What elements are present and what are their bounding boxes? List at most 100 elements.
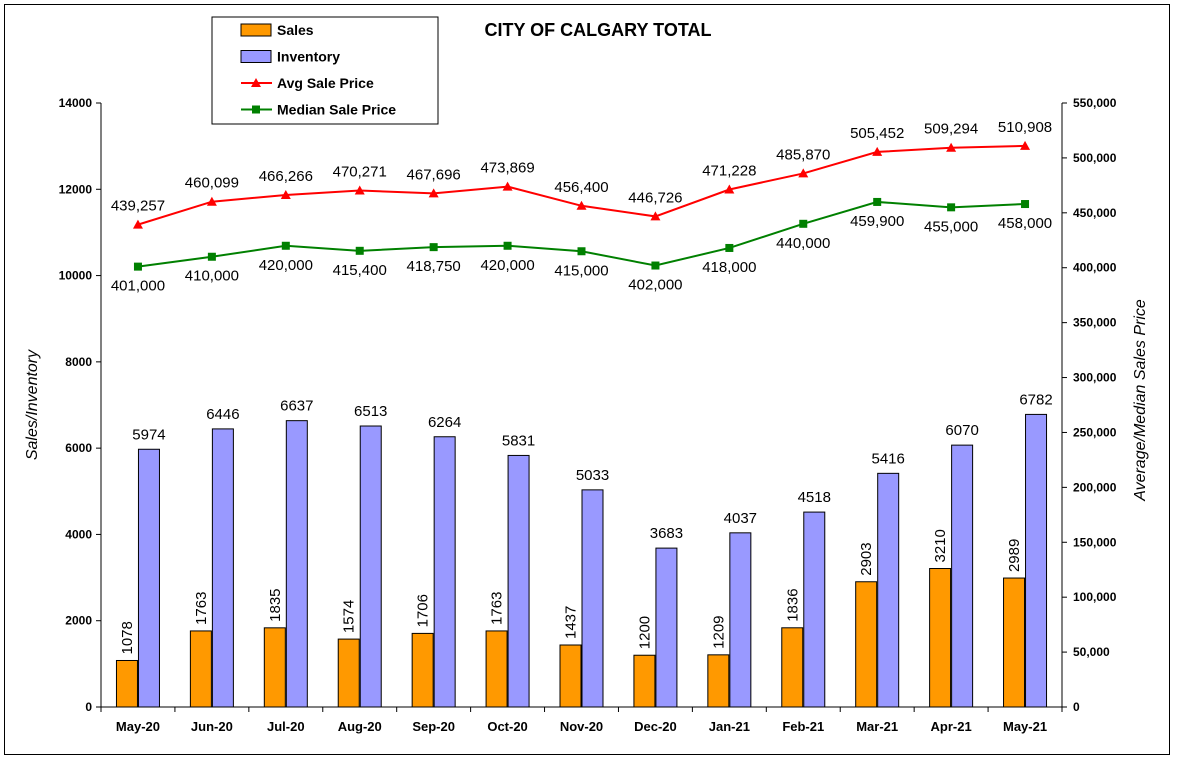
legend-swatch-inventory [240, 50, 272, 63]
data-label-median-sale-price: 440,000 [776, 235, 830, 252]
bar-sales [781, 627, 804, 708]
data-label-sales: 1574 [341, 600, 358, 633]
y2-tick-label: 400,000 [1073, 261, 1117, 275]
data-label-avg-sale-price: 467,696 [407, 166, 461, 183]
marker-median-sale-price [281, 241, 290, 250]
legend-label-sales: Sales [277, 22, 314, 38]
bar-inventory [803, 511, 826, 708]
data-label-avg-sale-price: 473,869 [480, 160, 534, 177]
bar-sales [633, 654, 656, 708]
marker-avg-sale-price [798, 168, 809, 178]
marker-avg-sale-price [1020, 140, 1031, 150]
data-label-sales: 1763 [489, 592, 506, 625]
legend-swatch-sales [240, 23, 272, 37]
marker-avg-sale-price [428, 188, 439, 198]
bar-sales [559, 644, 582, 708]
data-label-inventory: 6070 [945, 422, 978, 439]
bar-inventory [137, 448, 160, 708]
y-tick-label: 14000 [59, 96, 93, 110]
marker-median-sale-price [947, 203, 956, 212]
bar-inventory [729, 532, 752, 708]
data-label-inventory: 4037 [724, 510, 757, 527]
marker-avg-sale-price [724, 184, 735, 194]
x-tick-label: Jan-21 [709, 719, 750, 734]
data-label-avg-sale-price: 485,870 [776, 146, 830, 163]
data-label-sales: 1437 [563, 606, 580, 639]
data-label-avg-sale-price: 446,726 [628, 189, 682, 206]
x-tick-label: Sep-20 [412, 719, 455, 734]
y2-tick-label: 200,000 [1073, 480, 1117, 494]
bar-sales [337, 638, 360, 708]
bar-inventory [581, 489, 604, 708]
bar-sales [707, 654, 730, 708]
x-tick-label: May-20 [116, 719, 160, 734]
data-label-inventory: 5033 [576, 467, 609, 484]
marker-median-sale-price [577, 247, 586, 256]
marker-avg-sale-price [872, 146, 883, 156]
data-label-median-sale-price: 455,000 [924, 218, 978, 235]
bar-inventory [211, 428, 234, 708]
legend-label-median-sale-price: Median Sale Price [277, 102, 396, 118]
x-tick-label: Jul-20 [267, 719, 305, 734]
data-label-avg-sale-price: 439,257 [111, 198, 165, 215]
marker-avg-sale-price [502, 181, 513, 191]
x-tick-label: Jun-20 [191, 719, 233, 734]
x-tick-label: Dec-20 [634, 719, 677, 734]
marker-median-sale-price [1021, 200, 1030, 209]
data-label-median-sale-price: 410,000 [185, 268, 239, 285]
y2-tick-label: 550,000 [1073, 96, 1117, 110]
bar-sales [485, 630, 508, 708]
data-label-avg-sale-price: 466,266 [259, 168, 313, 185]
data-label-inventory: 6513 [354, 403, 387, 420]
data-label-median-sale-price: 401,000 [111, 278, 165, 295]
marker-avg-sale-price [280, 189, 291, 199]
data-label-avg-sale-price: 460,099 [185, 175, 239, 192]
y-tick-label: 2000 [65, 614, 92, 628]
y2-tick-label: 150,000 [1073, 535, 1117, 549]
y-tick-label: 8000 [65, 355, 92, 369]
data-label-sales: 1200 [636, 616, 653, 649]
bar-inventory [359, 425, 382, 708]
data-label-median-sale-price: 420,000 [480, 257, 534, 274]
data-label-avg-sale-price: 471,228 [702, 163, 756, 180]
marker-median-sale-price [133, 262, 142, 271]
y-tick-label: 4000 [65, 527, 92, 541]
data-label-median-sale-price: 415,400 [333, 262, 387, 279]
marker-avg-sale-price [354, 185, 365, 195]
marker-avg-sale-price [576, 200, 587, 210]
data-label-median-sale-price: 459,900 [850, 213, 904, 230]
marker-median-sale-price [503, 241, 512, 250]
data-label-avg-sale-price: 510,908 [998, 119, 1052, 136]
legend-label-avg-sale-price: Avg Sale Price [277, 75, 374, 91]
data-label-inventory: 6782 [1019, 391, 1052, 408]
marker-median-sale-price [207, 252, 216, 261]
data-label-median-sale-price: 415,000 [554, 262, 608, 279]
bar-inventory [285, 420, 308, 708]
y2-axis-title: Average/Median Sales Price [1132, 299, 1149, 502]
marker-median-sale-price [873, 197, 882, 206]
data-label-median-sale-price: 458,000 [998, 215, 1052, 232]
data-label-sales: 3210 [932, 529, 949, 562]
marker-avg-sale-price [946, 142, 957, 152]
bar-sales [263, 627, 286, 708]
data-label-avg-sale-price: 456,400 [554, 179, 608, 196]
x-tick-label: Mar-21 [856, 719, 898, 734]
y-tick-label: 6000 [65, 441, 92, 455]
legend-marker-median-sale-price [252, 105, 260, 114]
data-label-inventory: 5831 [502, 432, 535, 449]
data-label-sales: 1706 [415, 594, 432, 627]
marker-median-sale-price [429, 243, 438, 252]
data-label-inventory: 4518 [798, 489, 831, 506]
data-label-median-sale-price: 418,000 [702, 259, 756, 276]
y-tick-label: 12000 [59, 182, 93, 196]
legend-marker-avg-sale-price [251, 78, 261, 87]
data-label-sales: 2989 [1006, 539, 1023, 572]
data-label-inventory: 5974 [132, 426, 165, 443]
marker-avg-sale-price [650, 211, 661, 221]
bar-inventory [507, 454, 530, 708]
bar-inventory [877, 472, 900, 708]
bar-sales [1003, 577, 1026, 708]
y2-tick-label: 100,000 [1073, 590, 1117, 604]
y2-tick-label: 50,000 [1073, 645, 1110, 659]
x-tick-label: Feb-21 [782, 719, 824, 734]
